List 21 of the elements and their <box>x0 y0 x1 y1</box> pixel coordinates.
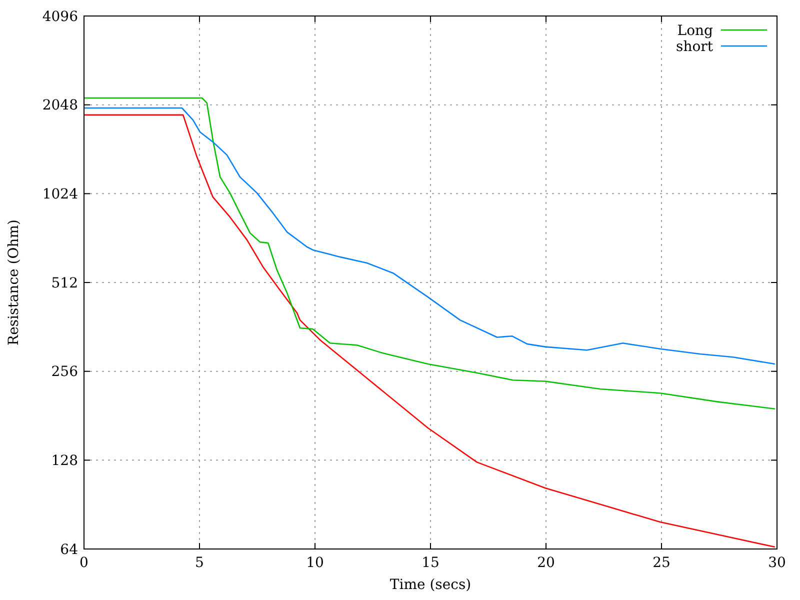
x-tick-label: 30 <box>768 555 786 571</box>
y-tick-label: 2048 <box>42 98 78 114</box>
y-tick-label: 4096 <box>42 8 78 25</box>
y-tick-label: 256 <box>51 364 78 380</box>
x-tick-label: 20 <box>537 555 555 571</box>
x-axis-title: Time (secs) <box>390 577 472 593</box>
line-series <box>83 114 776 548</box>
x-tick-label: 15 <box>422 555 440 571</box>
y-tick-label: 1024 <box>42 186 78 203</box>
line-series <box>83 97 776 410</box>
line-series <box>83 107 776 365</box>
x-tick-label: 5 <box>195 555 204 571</box>
x-tick-label: 25 <box>652 555 670 571</box>
y-tick-label: 64 <box>60 542 78 558</box>
y-tick-label: 128 <box>51 453 78 470</box>
x-tick-label: 0 <box>80 555 88 571</box>
legend-label: Long <box>677 22 714 39</box>
x-tick-label: 10 <box>306 555 324 571</box>
y-axis-title: Resistance (Ohm) <box>6 220 22 346</box>
y-tick-label: 512 <box>51 275 78 292</box>
legend-label: short <box>676 38 714 55</box>
